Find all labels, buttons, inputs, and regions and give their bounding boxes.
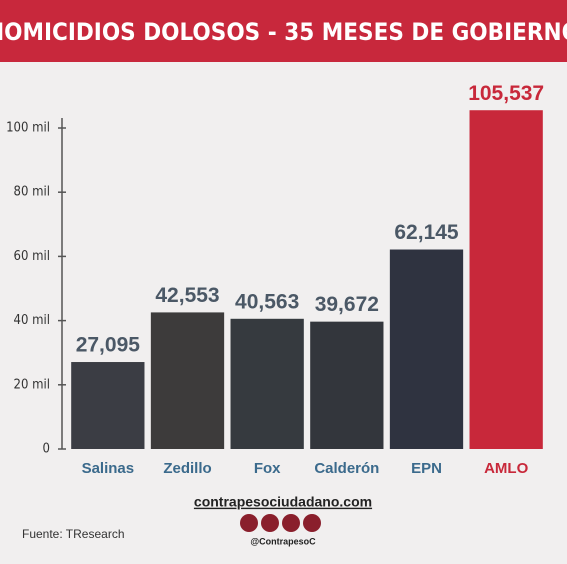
- y-tick-label: 20 mil: [14, 377, 51, 392]
- x-tick-label: Fox: [254, 460, 281, 477]
- x-tick-label: Calderón: [314, 460, 379, 477]
- title-bar: [0, 0, 567, 62]
- value-label: 39,672: [315, 293, 379, 316]
- bar: [310, 321, 384, 449]
- handle: @ContrapesoC: [250, 536, 316, 546]
- x-tick-label: Zedillo: [163, 460, 211, 477]
- value-label: 105,537: [468, 82, 544, 105]
- x-tick-label: AMLO: [484, 460, 528, 477]
- x-tick-label: EPN: [411, 460, 442, 477]
- social-icons: [240, 514, 321, 532]
- value-label: 27,095: [76, 334, 141, 357]
- source: Fuente: TResearch: [22, 527, 125, 541]
- y-tick-label: 60 mil: [14, 249, 51, 264]
- y-tick-label: 40 mil: [14, 313, 51, 328]
- bar: [389, 249, 464, 449]
- y-tick-label: 0: [43, 442, 50, 457]
- value-label: 40,563: [235, 290, 299, 313]
- y-tick-label: 80 mil: [14, 185, 51, 200]
- bar: [71, 362, 145, 449]
- x-tick-label: Salinas: [82, 460, 135, 477]
- bar: [230, 318, 304, 449]
- value-label: 42,553: [155, 284, 219, 307]
- value-label: 62,145: [394, 221, 459, 244]
- bar: [150, 312, 225, 449]
- website: contrapesociudadano.com: [194, 494, 372, 510]
- chart-title: HOMICIDIOS DOLOSOS - 35 MESES DE GOBIERN…: [0, 18, 567, 46]
- y-tick-label: 100 mil: [6, 121, 50, 136]
- bar: [469, 110, 543, 449]
